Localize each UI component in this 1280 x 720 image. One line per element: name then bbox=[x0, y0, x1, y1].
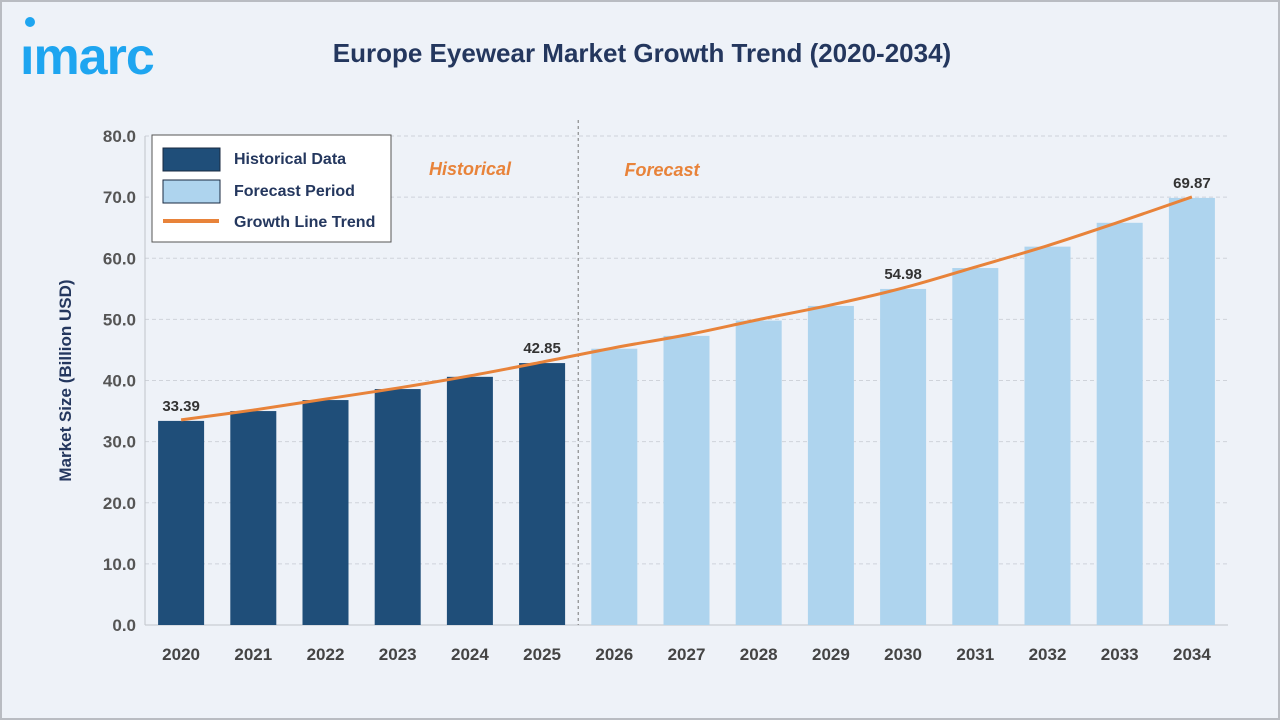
y-tick-label: 80.0 bbox=[103, 127, 136, 146]
x-tick-label: 2027 bbox=[668, 645, 706, 664]
x-tick-label: 2028 bbox=[740, 645, 778, 664]
legend-label-trend: Growth Line Trend bbox=[234, 214, 375, 231]
data-label: 42.85 bbox=[523, 340, 561, 357]
historical-bar bbox=[374, 389, 421, 625]
svg-text:ımarc: ımarc bbox=[20, 28, 154, 86]
x-tick-label: 2025 bbox=[523, 645, 561, 664]
forecast-bar bbox=[591, 348, 638, 625]
x-tick-label: 2020 bbox=[162, 645, 200, 664]
y-tick-label: 70.0 bbox=[103, 188, 136, 207]
forecast-bar bbox=[1024, 246, 1071, 626]
imarc-logo: ımarc bbox=[20, 16, 210, 91]
growth-trend-line bbox=[180, 195, 1193, 422]
x-tick-label: 2033 bbox=[1101, 645, 1139, 664]
historical-annotation: Historical bbox=[429, 159, 512, 179]
historical-bar bbox=[519, 363, 566, 625]
forecast-bar bbox=[807, 305, 854, 625]
y-tick-label: 40.0 bbox=[103, 372, 136, 391]
chart-title: Europe Eyewear Market Growth Trend (2020… bbox=[332, 38, 952, 68]
forecast-bar bbox=[735, 320, 782, 625]
data-label: 33.39 bbox=[162, 398, 200, 415]
legend-label-historical: Historical Data bbox=[234, 151, 346, 168]
historical-bar bbox=[230, 411, 277, 625]
data-label: 54.98 bbox=[884, 266, 922, 283]
x-tick-label: 2024 bbox=[451, 645, 489, 664]
y-tick-label: 20.0 bbox=[103, 494, 136, 513]
y-tick-label: 60.0 bbox=[103, 249, 136, 268]
historical-bar bbox=[446, 376, 493, 625]
forecast-bar bbox=[1096, 222, 1143, 626]
y-tick-label: 10.0 bbox=[103, 555, 136, 574]
x-tick-label: 2031 bbox=[956, 645, 994, 664]
x-tick-label: 2026 bbox=[595, 645, 633, 664]
x-tick-label: 2029 bbox=[812, 645, 850, 664]
forecast-bar bbox=[1168, 197, 1215, 626]
forecast-annotation: Forecast bbox=[624, 160, 700, 180]
y-tick-label: 0.0 bbox=[112, 616, 136, 635]
legend-swatch-historical bbox=[162, 147, 221, 172]
historical-bar bbox=[158, 420, 205, 625]
x-tick-label: 2021 bbox=[234, 645, 272, 664]
x-tick-label: 2034 bbox=[1173, 645, 1211, 664]
forecast-bar bbox=[663, 335, 710, 625]
data-label: 69.87 bbox=[1173, 175, 1211, 192]
y-tick-label: 30.0 bbox=[103, 433, 136, 452]
legend-label-forecast: Forecast Period bbox=[234, 183, 355, 200]
x-tick-label: 2030 bbox=[884, 645, 922, 664]
historical-bar bbox=[302, 400, 349, 625]
legend-swatch-forecast bbox=[162, 179, 221, 204]
x-tick-label: 2023 bbox=[379, 645, 417, 664]
x-tick-label: 2032 bbox=[1029, 645, 1067, 664]
y-axis-title: Market Size (Billion USD) bbox=[56, 279, 75, 481]
x-tick-label: 2022 bbox=[307, 645, 345, 664]
forecast-bar bbox=[880, 288, 927, 625]
forecast-bar bbox=[952, 268, 999, 625]
y-tick-label: 50.0 bbox=[103, 310, 136, 329]
